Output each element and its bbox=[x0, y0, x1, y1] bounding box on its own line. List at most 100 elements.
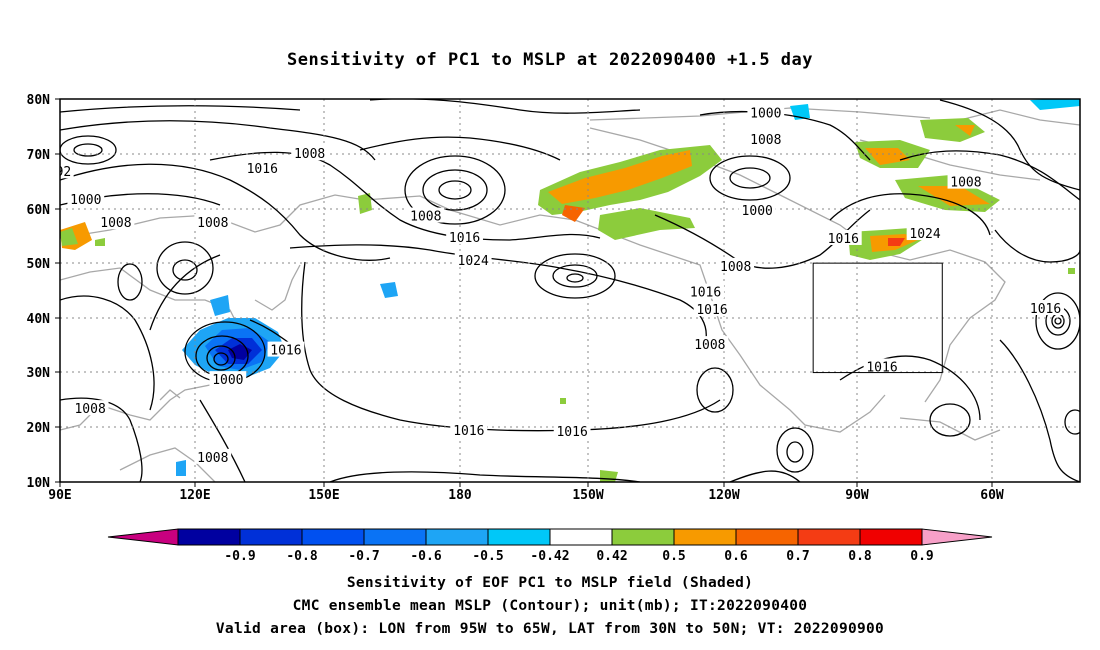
contour-label: 1000 bbox=[212, 373, 243, 388]
colorbar-label: 0.7 bbox=[786, 549, 809, 564]
chart-title: Sensitivity of PC1 to MSLP at 2022090400… bbox=[286, 50, 813, 70]
contour-label-bg bbox=[691, 336, 729, 352]
axis-ticks bbox=[55, 98, 993, 487]
contour-label: 1008 bbox=[950, 176, 981, 191]
contour-label-bg bbox=[209, 371, 247, 387]
colorbar-box bbox=[859, 528, 923, 546]
lon-label: 60W bbox=[980, 488, 1004, 503]
contour-label-bg bbox=[267, 341, 305, 357]
lat-label: 60N bbox=[27, 203, 51, 218]
contour-label: 1008 bbox=[720, 260, 751, 275]
lat-label: 20N bbox=[27, 421, 51, 436]
caption-contour: CMC ensemble mean MSLP (Contour); unit(m… bbox=[292, 598, 808, 614]
contour-label: 1016 bbox=[453, 424, 484, 439]
colorbar-label: -0.7 bbox=[348, 549, 379, 564]
contour-label-bg bbox=[717, 257, 755, 273]
contour-label: 1016 bbox=[1030, 302, 1061, 317]
contour-label: 1016 bbox=[247, 162, 278, 177]
contour-label-bg bbox=[60, 163, 74, 179]
contour-label: 1024 bbox=[909, 227, 940, 242]
contour-label-bg bbox=[67, 191, 105, 207]
contour-label: 1008 bbox=[294, 147, 325, 162]
contour-labels: 1000 1008 1008 92 1016 1000 1008 1008 1008 1016 10… bbox=[56, 104, 1064, 466]
lon-label: 150W bbox=[572, 488, 603, 503]
contour-label-bg bbox=[906, 225, 944, 241]
contour-label-bg bbox=[446, 228, 483, 244]
colorbar-box bbox=[425, 528, 489, 546]
contour-label: 1000 bbox=[742, 204, 773, 219]
colorbar-label: -0.6 bbox=[410, 549, 441, 564]
colorbar-label: -0.5 bbox=[472, 549, 503, 564]
contour-label-bg bbox=[454, 251, 492, 267]
contour-label-bg bbox=[553, 423, 591, 439]
contour-label-bg bbox=[1027, 300, 1064, 316]
colorbar-box bbox=[735, 528, 799, 546]
lon-label: 150E bbox=[308, 488, 339, 503]
contour-label: 1016 bbox=[556, 425, 587, 440]
colorbar-box bbox=[301, 528, 365, 546]
lat-label: 80N bbox=[27, 93, 51, 108]
caption-valid-area: Valid area (box): LON from 95W to 65W, L… bbox=[215, 621, 885, 637]
contour-label-bg bbox=[291, 145, 329, 161]
contour-label-bg bbox=[450, 422, 488, 438]
colorbar-high-triangle bbox=[921, 528, 993, 546]
contour-label: 1016 bbox=[866, 361, 897, 376]
contour-label-bg bbox=[194, 448, 232, 464]
lat-label: 30N bbox=[27, 366, 51, 381]
contour-label-bg bbox=[97, 214, 135, 230]
contour-label: 1000 bbox=[70, 193, 101, 208]
contour-label: 1008 bbox=[694, 338, 725, 353]
colorbar-box bbox=[673, 528, 737, 546]
contour-label-bg bbox=[747, 130, 785, 146]
contour-label-bg bbox=[738, 202, 776, 218]
colorbar-box bbox=[487, 528, 551, 546]
colorbar-box bbox=[549, 528, 613, 546]
contour-label: 1016 bbox=[696, 303, 727, 318]
colorbar-label: -0.9 bbox=[224, 549, 255, 564]
contour-label-bg bbox=[71, 400, 109, 416]
contour-label: 1008 bbox=[750, 133, 781, 148]
contour-label-bg bbox=[243, 159, 281, 175]
colorbar-box bbox=[611, 528, 675, 546]
contour-label: 92 bbox=[56, 165, 72, 180]
colorbar-label: -0.42 bbox=[530, 549, 569, 564]
contour-label: 1008 bbox=[197, 216, 228, 231]
contour-label: 1024 bbox=[458, 254, 489, 269]
contour-label-bg bbox=[687, 283, 724, 299]
sensitivity-shading bbox=[60, 99, 1080, 482]
contour-label: 1008 bbox=[197, 451, 228, 466]
lon-label: 90W bbox=[845, 488, 869, 503]
map-frame bbox=[59, 98, 1081, 483]
colorbar-label: 0.42 bbox=[596, 549, 627, 564]
colorbar-label: 0.5 bbox=[662, 549, 685, 564]
contour-label-bg bbox=[824, 229, 862, 245]
contour-label-bg bbox=[194, 214, 232, 230]
lon-label: 120W bbox=[708, 488, 739, 503]
contour-label-bg bbox=[747, 104, 785, 120]
contour-label-bg bbox=[863, 358, 901, 374]
colorbar-low-triangle bbox=[107, 528, 179, 546]
contour-label: 1016 bbox=[449, 231, 480, 246]
colorbar-box bbox=[177, 528, 241, 546]
contour-label: 1016 bbox=[690, 286, 721, 301]
lon-labels: 90E 120E 150E 180 150W 120W 90W 60W bbox=[48, 488, 1004, 503]
lat-labels: 80N 70N 60N 50N 40N 30N 20N 10N bbox=[27, 93, 51, 491]
colorbar-label: 0.9 bbox=[910, 549, 933, 564]
colorbar: -0.9 -0.8 -0.7 -0.6 -0.5 -0.42 0.42 0.5 0.6 0.7 0.… bbox=[107, 528, 993, 564]
colorbar-box bbox=[797, 528, 861, 546]
colorbar-box bbox=[363, 528, 427, 546]
lat-label: 50N bbox=[27, 257, 51, 272]
lat-label: 40N bbox=[27, 312, 51, 327]
contour-label: 1008 bbox=[74, 402, 105, 417]
colorbar-box bbox=[239, 528, 303, 546]
contour-label: 1008 bbox=[410, 210, 441, 225]
lon-label: 90E bbox=[48, 488, 71, 503]
contour-label-bg bbox=[947, 173, 985, 189]
caption-shading: Sensitivity of EOF PC1 to MSLP field (Sh… bbox=[346, 575, 754, 591]
lat-label: 70N bbox=[27, 148, 51, 163]
coastlines bbox=[60, 107, 1080, 482]
valid-area-box bbox=[812, 262, 943, 374]
colorbar-label: 0.6 bbox=[724, 549, 748, 564]
contour-label-bg bbox=[693, 301, 731, 317]
